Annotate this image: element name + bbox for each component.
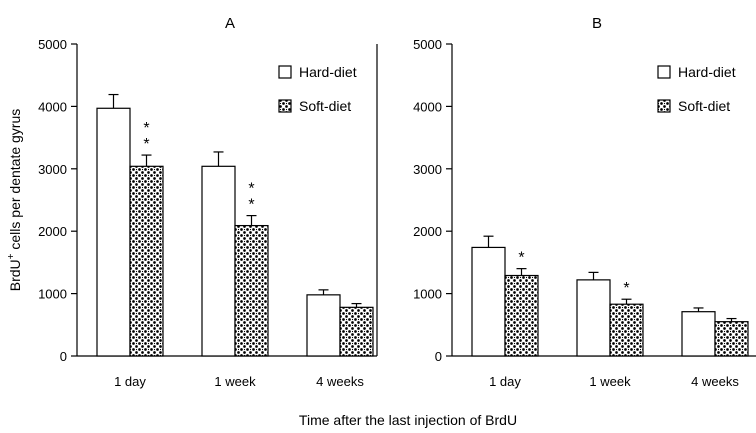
bar-hard-diet [681, 311, 716, 357]
legend-label: Hard-diet [299, 64, 357, 80]
y-tick-label: 5000 [38, 37, 67, 52]
x-tick-label: 1 week [214, 374, 256, 389]
bar-soft-diet [129, 165, 164, 357]
y-tick-label: 5000 [413, 37, 442, 52]
bar-soft-diet [714, 321, 749, 357]
y-tick-label: 1000 [38, 287, 67, 302]
x-axis-label: Time after the last injection of BrdU [299, 412, 517, 428]
significance-marker: * [623, 280, 629, 297]
bar-soft-diet [609, 303, 644, 357]
significance-marker: * [143, 136, 149, 153]
y-tick-label: 2000 [38, 224, 67, 239]
legend-swatch-hard-diet [657, 65, 671, 79]
bar-hard-diet [96, 107, 131, 357]
panel-b: B 0 1000 2000 3000 4000 5000 1 day 1 week 4 weeks… [413, 15, 756, 389]
bar-hard-diet [306, 294, 341, 357]
bar-hard-diet [471, 246, 506, 357]
legend-swatch-soft-diet [657, 99, 671, 113]
panel-a: A 0 1000 2000 3000 4000 5000 1 day 1 week 4 weeks… [38, 15, 378, 389]
bar-soft-diet [339, 306, 374, 357]
y-tick-label: 3000 [413, 162, 442, 177]
x-tick-label: 4 weeks [691, 374, 739, 389]
y-tick-label: 0 [435, 349, 442, 364]
legend-label: Soft-diet [299, 98, 351, 114]
significance-marker: * [248, 197, 254, 214]
bar-soft-diet [504, 274, 539, 357]
y-tick-label: 3000 [38, 162, 67, 177]
x-tick-label: 4 weeks [316, 374, 364, 389]
significance-marker: * [143, 120, 149, 137]
significance-marker: * [248, 181, 254, 198]
legend-label: Hard-diet [678, 64, 736, 80]
x-tick-label: 1 week [589, 374, 631, 389]
y-tick-label: 1000 [413, 287, 442, 302]
x-tick-label: 1 day [489, 374, 521, 389]
legend-swatch-hard-diet [278, 65, 292, 79]
y-tick-label: 0 [60, 349, 67, 364]
significance-marker: * [518, 250, 524, 267]
legend-swatch-soft-diet [278, 99, 292, 113]
y-tick-label: 4000 [413, 99, 442, 114]
y-axis-label: BrdU+ cells per dentate gyrus [6, 109, 23, 292]
bar-hard-diet [201, 165, 236, 357]
y-tick-label: 4000 [38, 99, 67, 114]
y-tick-label: 2000 [413, 224, 442, 239]
x-tick-label: 1 day [114, 374, 146, 389]
panel-title: A [225, 15, 235, 32]
bar-soft-diet [234, 224, 269, 357]
panel-title: B [592, 15, 602, 32]
legend-label: Soft-diet [678, 98, 730, 114]
bar-hard-diet [576, 279, 611, 357]
